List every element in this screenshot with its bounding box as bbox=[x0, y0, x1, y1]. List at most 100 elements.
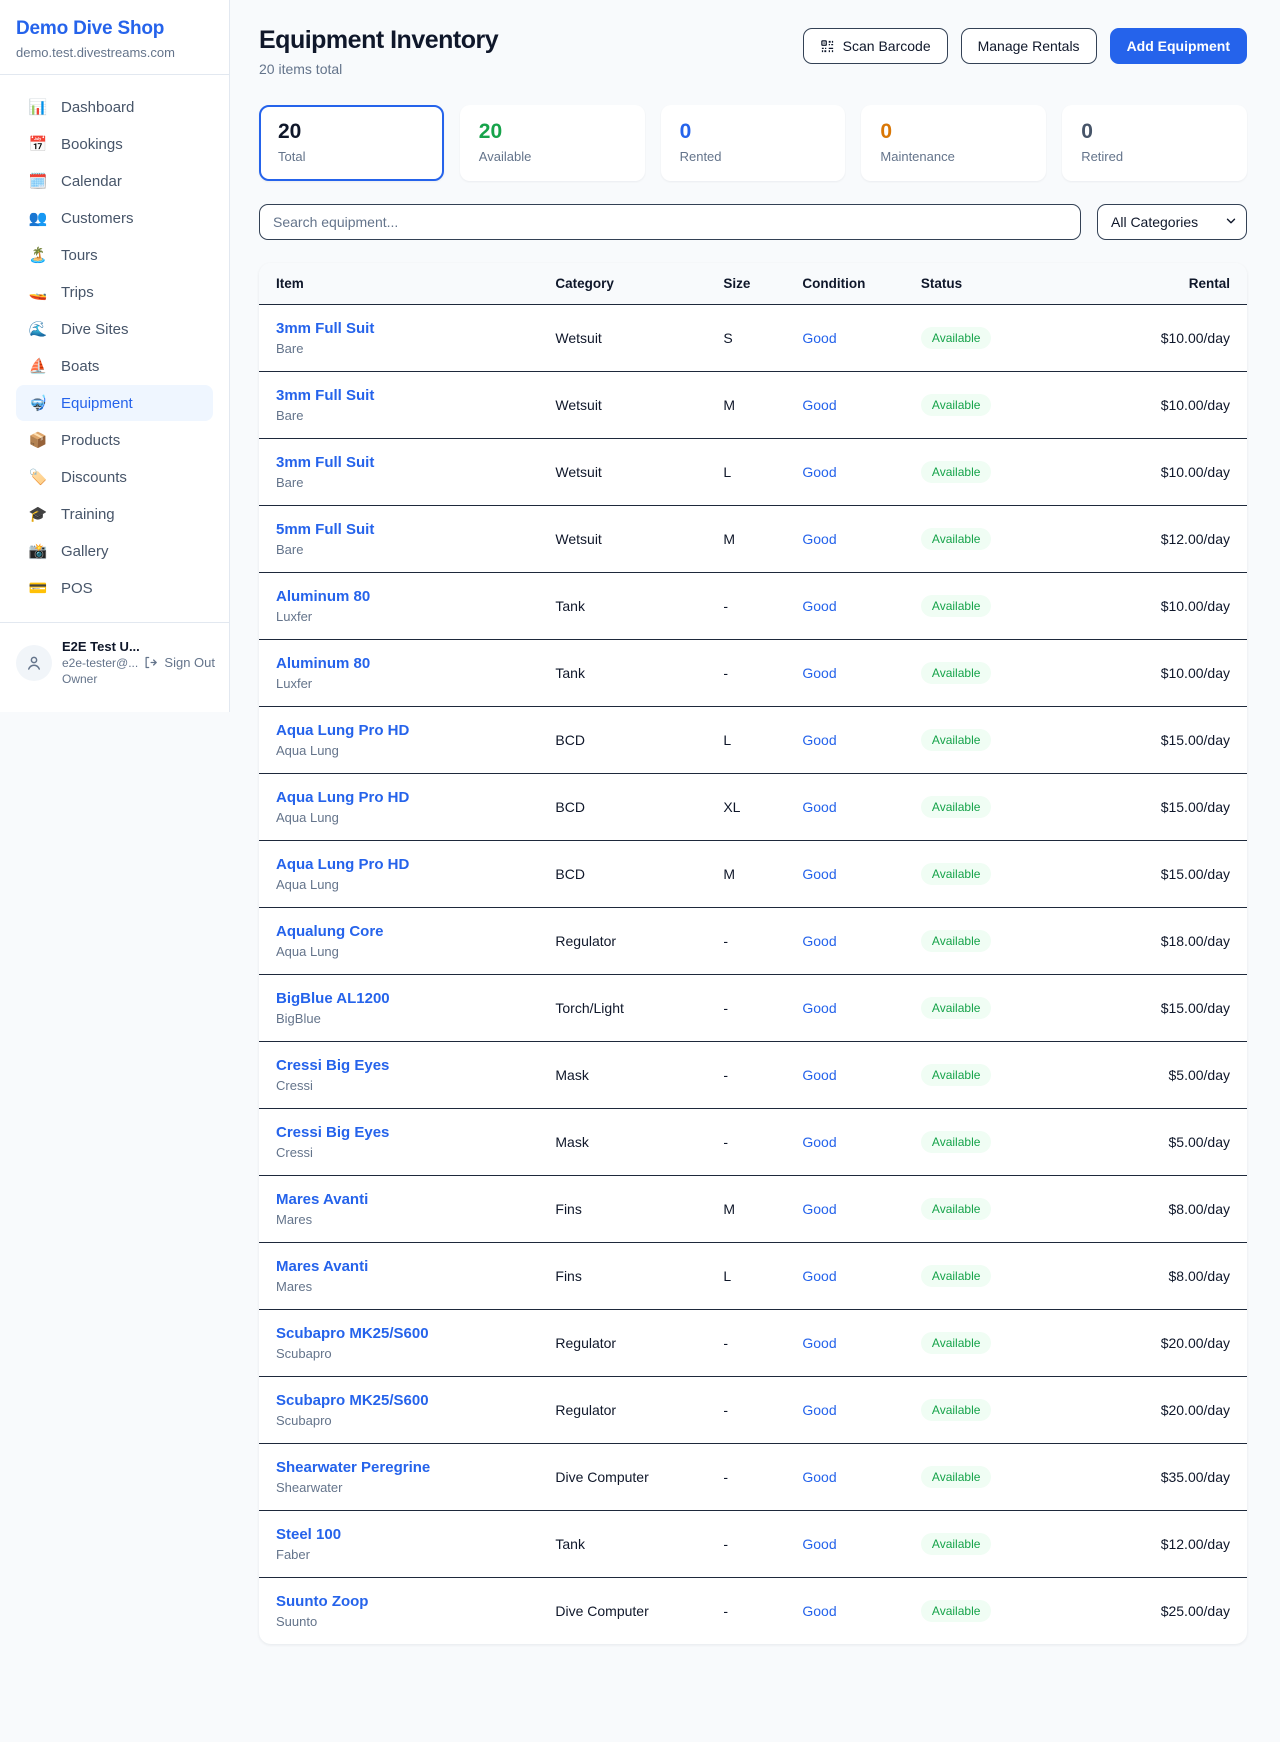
condition-link[interactable]: Good bbox=[802, 1335, 837, 1351]
condition-link[interactable]: Good bbox=[802, 598, 837, 614]
sidebar-nav-item[interactable]: 🤿 Equipment bbox=[16, 385, 213, 421]
status-badge: Available bbox=[920, 863, 992, 885]
stat-card[interactable]: 20 Available bbox=[459, 105, 645, 181]
item-name-link[interactable]: 5mm Full Suit bbox=[276, 521, 375, 538]
sidebar-nav-item[interactable]: 👥 Customers bbox=[16, 200, 213, 236]
rental-price: $5.00/day bbox=[1079, 1108, 1247, 1176]
sidebar-nav-item[interactable]: 🎓 Training bbox=[16, 496, 213, 532]
condition-link[interactable]: Good bbox=[802, 330, 837, 346]
item-brand: Cressi bbox=[276, 1078, 313, 1093]
item-brand: Bare bbox=[276, 475, 304, 490]
item-size: M bbox=[723, 505, 803, 573]
item-name-link[interactable]: Steel 100 bbox=[276, 1526, 342, 1543]
item-name-link[interactable]: Aqualung Core bbox=[276, 923, 384, 940]
item-name-link[interactable]: BigBlue AL1200 bbox=[276, 990, 390, 1007]
condition-link[interactable]: Good bbox=[802, 1536, 837, 1552]
equipment-table: Item Category Size Condition Status Rent… bbox=[259, 263, 1247, 1644]
search-input[interactable] bbox=[259, 204, 1081, 240]
sidebar-nav-item[interactable]: 🏷️ Discounts bbox=[16, 459, 213, 495]
sidebar-nav-item[interactable]: 🗓️ Calendar bbox=[16, 163, 213, 199]
sidebar-nav-item[interactable]: 🌊 Dive Sites bbox=[16, 311, 213, 347]
item-name-link[interactable]: Mares Avanti bbox=[276, 1191, 369, 1208]
condition-link[interactable]: Good bbox=[802, 665, 837, 681]
item-name-link[interactable]: Shearwater Peregrine bbox=[276, 1459, 431, 1476]
condition-link[interactable]: Good bbox=[802, 732, 837, 748]
item-category: Wetsuit bbox=[555, 438, 724, 506]
sidebar-nav-item[interactable]: ⛵ Boats bbox=[16, 348, 213, 384]
page-title: Equipment Inventory bbox=[259, 26, 499, 54]
rental-price: $18.00/day bbox=[1079, 907, 1247, 975]
sidebar-nav-item[interactable]: 📸 Gallery bbox=[16, 533, 213, 569]
sidebar-nav-item[interactable]: 🏝️ Tours bbox=[16, 237, 213, 273]
status-badge: Available bbox=[920, 1198, 992, 1220]
condition-link[interactable]: Good bbox=[802, 531, 837, 547]
item-name-link[interactable]: Aluminum 80 bbox=[276, 588, 371, 605]
item-brand: Aqua Lung bbox=[276, 810, 339, 825]
sidebar-nav-item[interactable]: 🚤 Trips bbox=[16, 274, 213, 310]
brand-title[interactable]: Demo Dive Shop bbox=[16, 18, 165, 39]
nav-item-icon: 🚤 bbox=[28, 284, 48, 301]
rental-price: $20.00/day bbox=[1079, 1376, 1247, 1444]
item-name-link[interactable]: Aqua Lung Pro HD bbox=[276, 856, 410, 873]
item-name-link[interactable]: 3mm Full Suit bbox=[276, 387, 375, 404]
item-name-link[interactable]: Aqua Lung Pro HD bbox=[276, 722, 410, 739]
item-category: Mask bbox=[555, 1108, 724, 1176]
item-name-link[interactable]: Mares Avanti bbox=[276, 1258, 369, 1275]
stat-card[interactable]: 0 Retired bbox=[1062, 105, 1247, 181]
item-name-link[interactable]: Scubapro MK25/S600 bbox=[276, 1325, 429, 1342]
nav-item-icon: 💳 bbox=[28, 580, 48, 597]
nav-item-icon: 📊 bbox=[28, 99, 48, 116]
item-name-link[interactable]: Cressi Big Eyes bbox=[276, 1057, 390, 1074]
condition-link[interactable]: Good bbox=[802, 933, 837, 949]
add-equipment-button[interactable]: Add Equipment bbox=[1109, 28, 1247, 64]
scan-barcode-label: Scan Barcode bbox=[842, 38, 931, 54]
condition-link[interactable]: Good bbox=[802, 397, 837, 413]
condition-link[interactable]: Good bbox=[802, 799, 837, 815]
condition-link[interactable]: Good bbox=[802, 1201, 837, 1217]
condition-link[interactable]: Good bbox=[802, 866, 837, 882]
table-row: 3mm Full Suit Bare Wetsuit M Good Availa… bbox=[259, 371, 1247, 439]
condition-link[interactable]: Good bbox=[802, 1134, 837, 1150]
item-brand: Aqua Lung bbox=[276, 944, 339, 959]
column-header-rental: Rental bbox=[1079, 263, 1247, 305]
sidebar-nav-item[interactable]: 📦 Products bbox=[16, 422, 213, 458]
item-name-link[interactable]: 3mm Full Suit bbox=[276, 320, 375, 337]
item-category: BCD bbox=[555, 706, 724, 774]
item-name-link[interactable]: Scubapro MK25/S600 bbox=[276, 1392, 429, 1409]
status-badge: Available bbox=[920, 662, 992, 684]
item-name-link[interactable]: Suunto Zoop bbox=[276, 1593, 369, 1610]
rental-price: $5.00/day bbox=[1079, 1041, 1247, 1109]
sidebar-nav-item[interactable]: 📅 Bookings bbox=[16, 126, 213, 162]
table-row: Scubapro MK25/S600 Scubapro Regulator - … bbox=[259, 1309, 1247, 1377]
column-header-item: Item bbox=[259, 263, 556, 305]
item-name-link[interactable]: Aqua Lung Pro HD bbox=[276, 789, 410, 806]
manage-rentals-button[interactable]: Manage Rentals bbox=[960, 28, 1097, 64]
stat-card[interactable]: 20 Total bbox=[259, 105, 444, 181]
condition-link[interactable]: Good bbox=[802, 1469, 837, 1485]
condition-link[interactable]: Good bbox=[802, 1000, 837, 1016]
item-size: M bbox=[723, 371, 803, 439]
condition-link[interactable]: Good bbox=[802, 464, 837, 480]
condition-link[interactable]: Good bbox=[802, 1268, 837, 1284]
condition-link[interactable]: Good bbox=[802, 1402, 837, 1418]
item-brand: Aqua Lung bbox=[276, 877, 339, 892]
sign-out-button[interactable]: Sign Out bbox=[143, 655, 215, 670]
stat-card[interactable]: 0 Maintenance bbox=[861, 105, 1047, 181]
condition-link[interactable]: Good bbox=[802, 1067, 837, 1083]
scan-barcode-button[interactable]: Scan Barcode bbox=[802, 28, 948, 64]
nav-item-label: Gallery bbox=[61, 542, 109, 560]
category-select[interactable]: All Categories bbox=[1097, 204, 1247, 240]
nav-item-icon: 🏷️ bbox=[28, 469, 48, 486]
table-row: Aqua Lung Pro HD Aqua Lung BCD L Good Av… bbox=[259, 706, 1247, 774]
nav-item-icon: 🤿 bbox=[28, 395, 48, 412]
item-name-link[interactable]: Cressi Big Eyes bbox=[276, 1124, 390, 1141]
table-row: Aluminum 80 Luxfer Tank - Good Available… bbox=[259, 639, 1247, 707]
stat-card[interactable]: 0 Rented bbox=[660, 105, 846, 181]
rental-price: $15.00/day bbox=[1079, 974, 1247, 1042]
item-name-link[interactable]: 3mm Full Suit bbox=[276, 454, 375, 471]
sidebar-nav-item[interactable]: 💳 POS bbox=[16, 570, 213, 606]
condition-link[interactable]: Good bbox=[802, 1603, 837, 1619]
sidebar-nav-item[interactable]: 📊 Dashboard bbox=[16, 89, 213, 125]
item-name-link[interactable]: Aluminum 80 bbox=[276, 655, 371, 672]
table-row: 3mm Full Suit Bare Wetsuit L Good Availa… bbox=[259, 438, 1247, 506]
